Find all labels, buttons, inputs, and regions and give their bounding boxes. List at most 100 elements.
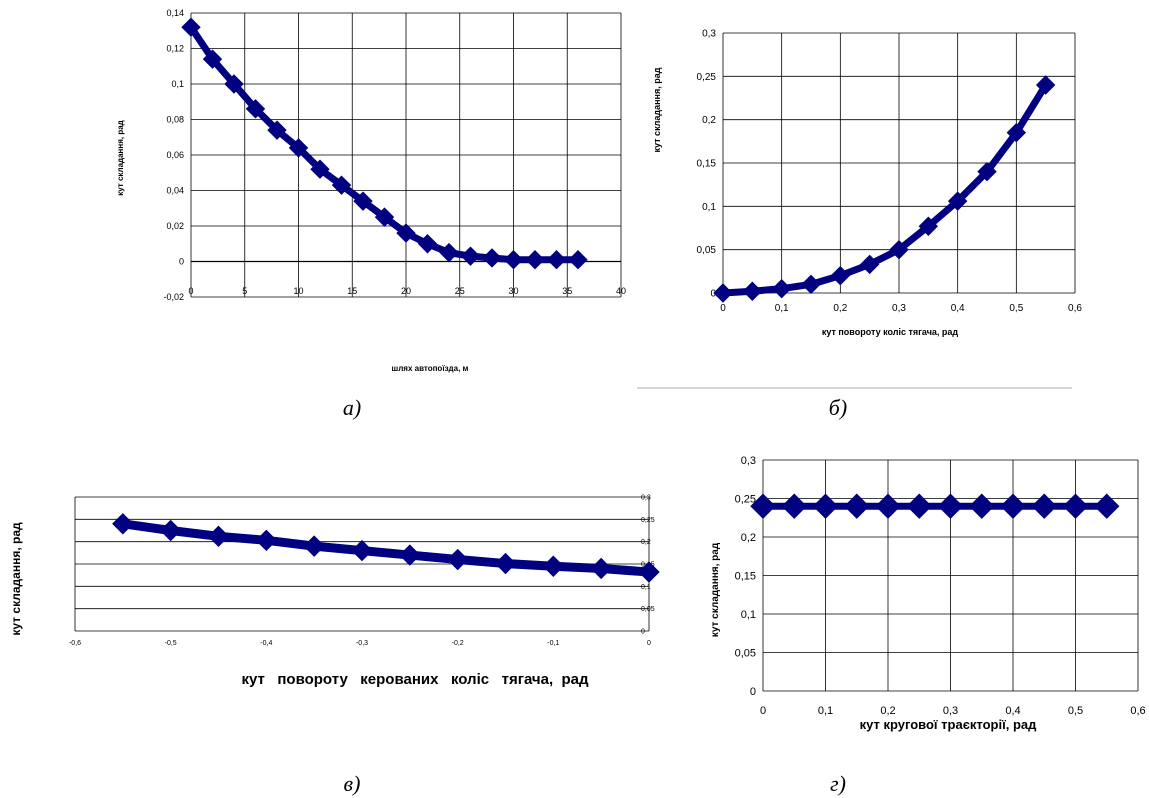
y-tick-label: 0,25 — [697, 72, 717, 83]
y-tick-label: 0,12 — [166, 44, 184, 54]
y-tick-label: 0,04 — [166, 186, 184, 196]
data-point-marker — [396, 223, 416, 243]
chart-panel-b: 0 0,1 0,2 0,3 0,4 0,5 0,6 0 0,05 0,1 0,15 0,2 0,25 0,… — [652, 29, 1082, 338]
data-point-marker — [460, 246, 481, 266]
x-tick-label: 0 — [720, 303, 726, 314]
data-point-marker — [750, 493, 776, 519]
data-point-marker — [503, 250, 524, 270]
caption-a: а) — [343, 395, 361, 420]
data-point-marker — [844, 493, 870, 519]
data-point-marker — [1000, 493, 1026, 519]
data-point-marker — [310, 159, 330, 179]
y-tick-label: 0,15 — [697, 159, 717, 170]
y-axis-title: кут складання, рад — [652, 67, 662, 152]
data-point-marker — [889, 239, 909, 260]
x-tick-label: -0,3 — [356, 640, 368, 647]
data-point-marker — [224, 74, 244, 94]
caption-b: б) — [829, 395, 847, 420]
data-point-marker — [525, 250, 545, 270]
data-point-marker — [742, 281, 763, 301]
x-tick-label: 0,4 — [1005, 705, 1020, 717]
y-tick-label: 0,1 — [171, 79, 184, 89]
data-point-marker — [812, 493, 839, 519]
x-tick-label: 0,6 — [1130, 705, 1145, 717]
y-tick-label: -0,02 — [163, 292, 184, 302]
x-tick-label: 10 — [293, 286, 303, 296]
data-point-marker — [918, 216, 939, 236]
y-axis-title: кут складання, рад — [116, 120, 125, 196]
y-tick-label: 0,08 — [166, 115, 184, 125]
data-point-marker — [303, 535, 325, 557]
series-line — [719, 81, 1050, 297]
data-point-marker — [947, 191, 968, 211]
data-point-marker — [568, 250, 588, 270]
x-tick-label: 0,1 — [775, 303, 789, 314]
x-tick-label: -0,2 — [452, 640, 464, 647]
data-point-marker — [977, 161, 997, 182]
data-point-marker — [267, 120, 287, 140]
x-tick-label: 0 — [647, 640, 651, 647]
x-axis-title: кут повороту керованих коліс тягача, рад — [241, 671, 588, 688]
x-tick-label: 35 — [562, 286, 572, 296]
y-tick-label: 0,25 — [735, 493, 756, 505]
x-tick-label: -0,1 — [547, 640, 559, 647]
x-tick-label: -0,6 — [69, 640, 81, 647]
x-tick-label: -0,4 — [260, 640, 272, 647]
y-tick-label: 0,02 — [166, 221, 184, 231]
x-axis-title: кут кругової траєкторії, рад — [860, 717, 1038, 732]
y-axis-title: кут складання, рад — [9, 522, 23, 636]
data-point-marker — [112, 513, 134, 535]
data-point-marker — [638, 561, 660, 583]
data-point-marker — [374, 207, 395, 227]
y-axis-title: кут складання, рад — [710, 542, 721, 637]
y-tick-label: 0,15 — [735, 570, 756, 582]
data-point-marker — [446, 548, 469, 571]
x-tick-label: 0,2 — [880, 705, 895, 717]
y-tick-label: 0,05 — [735, 647, 756, 659]
data-point-marker — [159, 519, 182, 542]
data-point-marker — [202, 49, 223, 69]
y-tick-label: 0,3 — [702, 29, 716, 40]
data-point-marker — [781, 493, 807, 519]
chart-panel-c: -0,6-0,5-0,4-0,3-0,2-0,1000,050,10,150,2… — [9, 494, 660, 688]
y-tick-label: 0,3 — [741, 455, 756, 467]
x-tick-label: 0,1 — [818, 705, 833, 717]
series-line — [118, 519, 654, 577]
y-tick-label: 0,1 — [741, 609, 756, 621]
data-point-marker — [351, 539, 373, 562]
data-point-marker — [1006, 122, 1027, 143]
y-tick-label: 0,1 — [641, 584, 651, 591]
x-tick-label: 0,2 — [833, 303, 847, 314]
x-tick-label: 40 — [616, 286, 626, 296]
x-tick-label: 0 — [760, 705, 766, 717]
x-tick-label: 0,6 — [1068, 303, 1082, 314]
x-tick-label: -0,5 — [165, 640, 177, 647]
data-point-marker — [771, 278, 792, 299]
data-point-marker — [969, 493, 995, 519]
data-point-marker — [546, 250, 567, 270]
data-point-marker — [1035, 75, 1056, 95]
data-point-marker — [482, 248, 502, 268]
data-point-marker — [830, 265, 851, 286]
y-tick-label: 0,2 — [741, 532, 756, 544]
x-tick-label: 30 — [508, 286, 518, 296]
data-point-marker — [859, 254, 880, 275]
x-axis-title: кут повороту коліс тягача, рад — [822, 327, 959, 337]
data-point-marker — [1094, 493, 1120, 519]
data-point-marker — [353, 191, 373, 211]
x-tick-label: 20 — [401, 286, 411, 296]
data-point-marker — [331, 175, 352, 195]
data-point-marker — [181, 17, 201, 37]
caption-c: в) — [344, 771, 361, 796]
data-point-marker — [255, 529, 278, 552]
y-tick-label: 0,05 — [697, 245, 717, 256]
x-tick-label: 15 — [347, 286, 357, 296]
x-tick-label: 0,5 — [1068, 705, 1083, 717]
y-tick-label: 0,14 — [166, 8, 184, 18]
data-point-marker — [399, 544, 421, 566]
chart-panel-d: 0 0,1 0,2 0,3 0,4 0,5 0,6 0 0,05 0,1 0,15 0,2 0,25 0,… — [710, 455, 1146, 732]
x-tick-label: 0 — [188, 286, 193, 296]
data-point-marker — [417, 234, 438, 254]
x-tick-label: 0,4 — [951, 303, 965, 314]
